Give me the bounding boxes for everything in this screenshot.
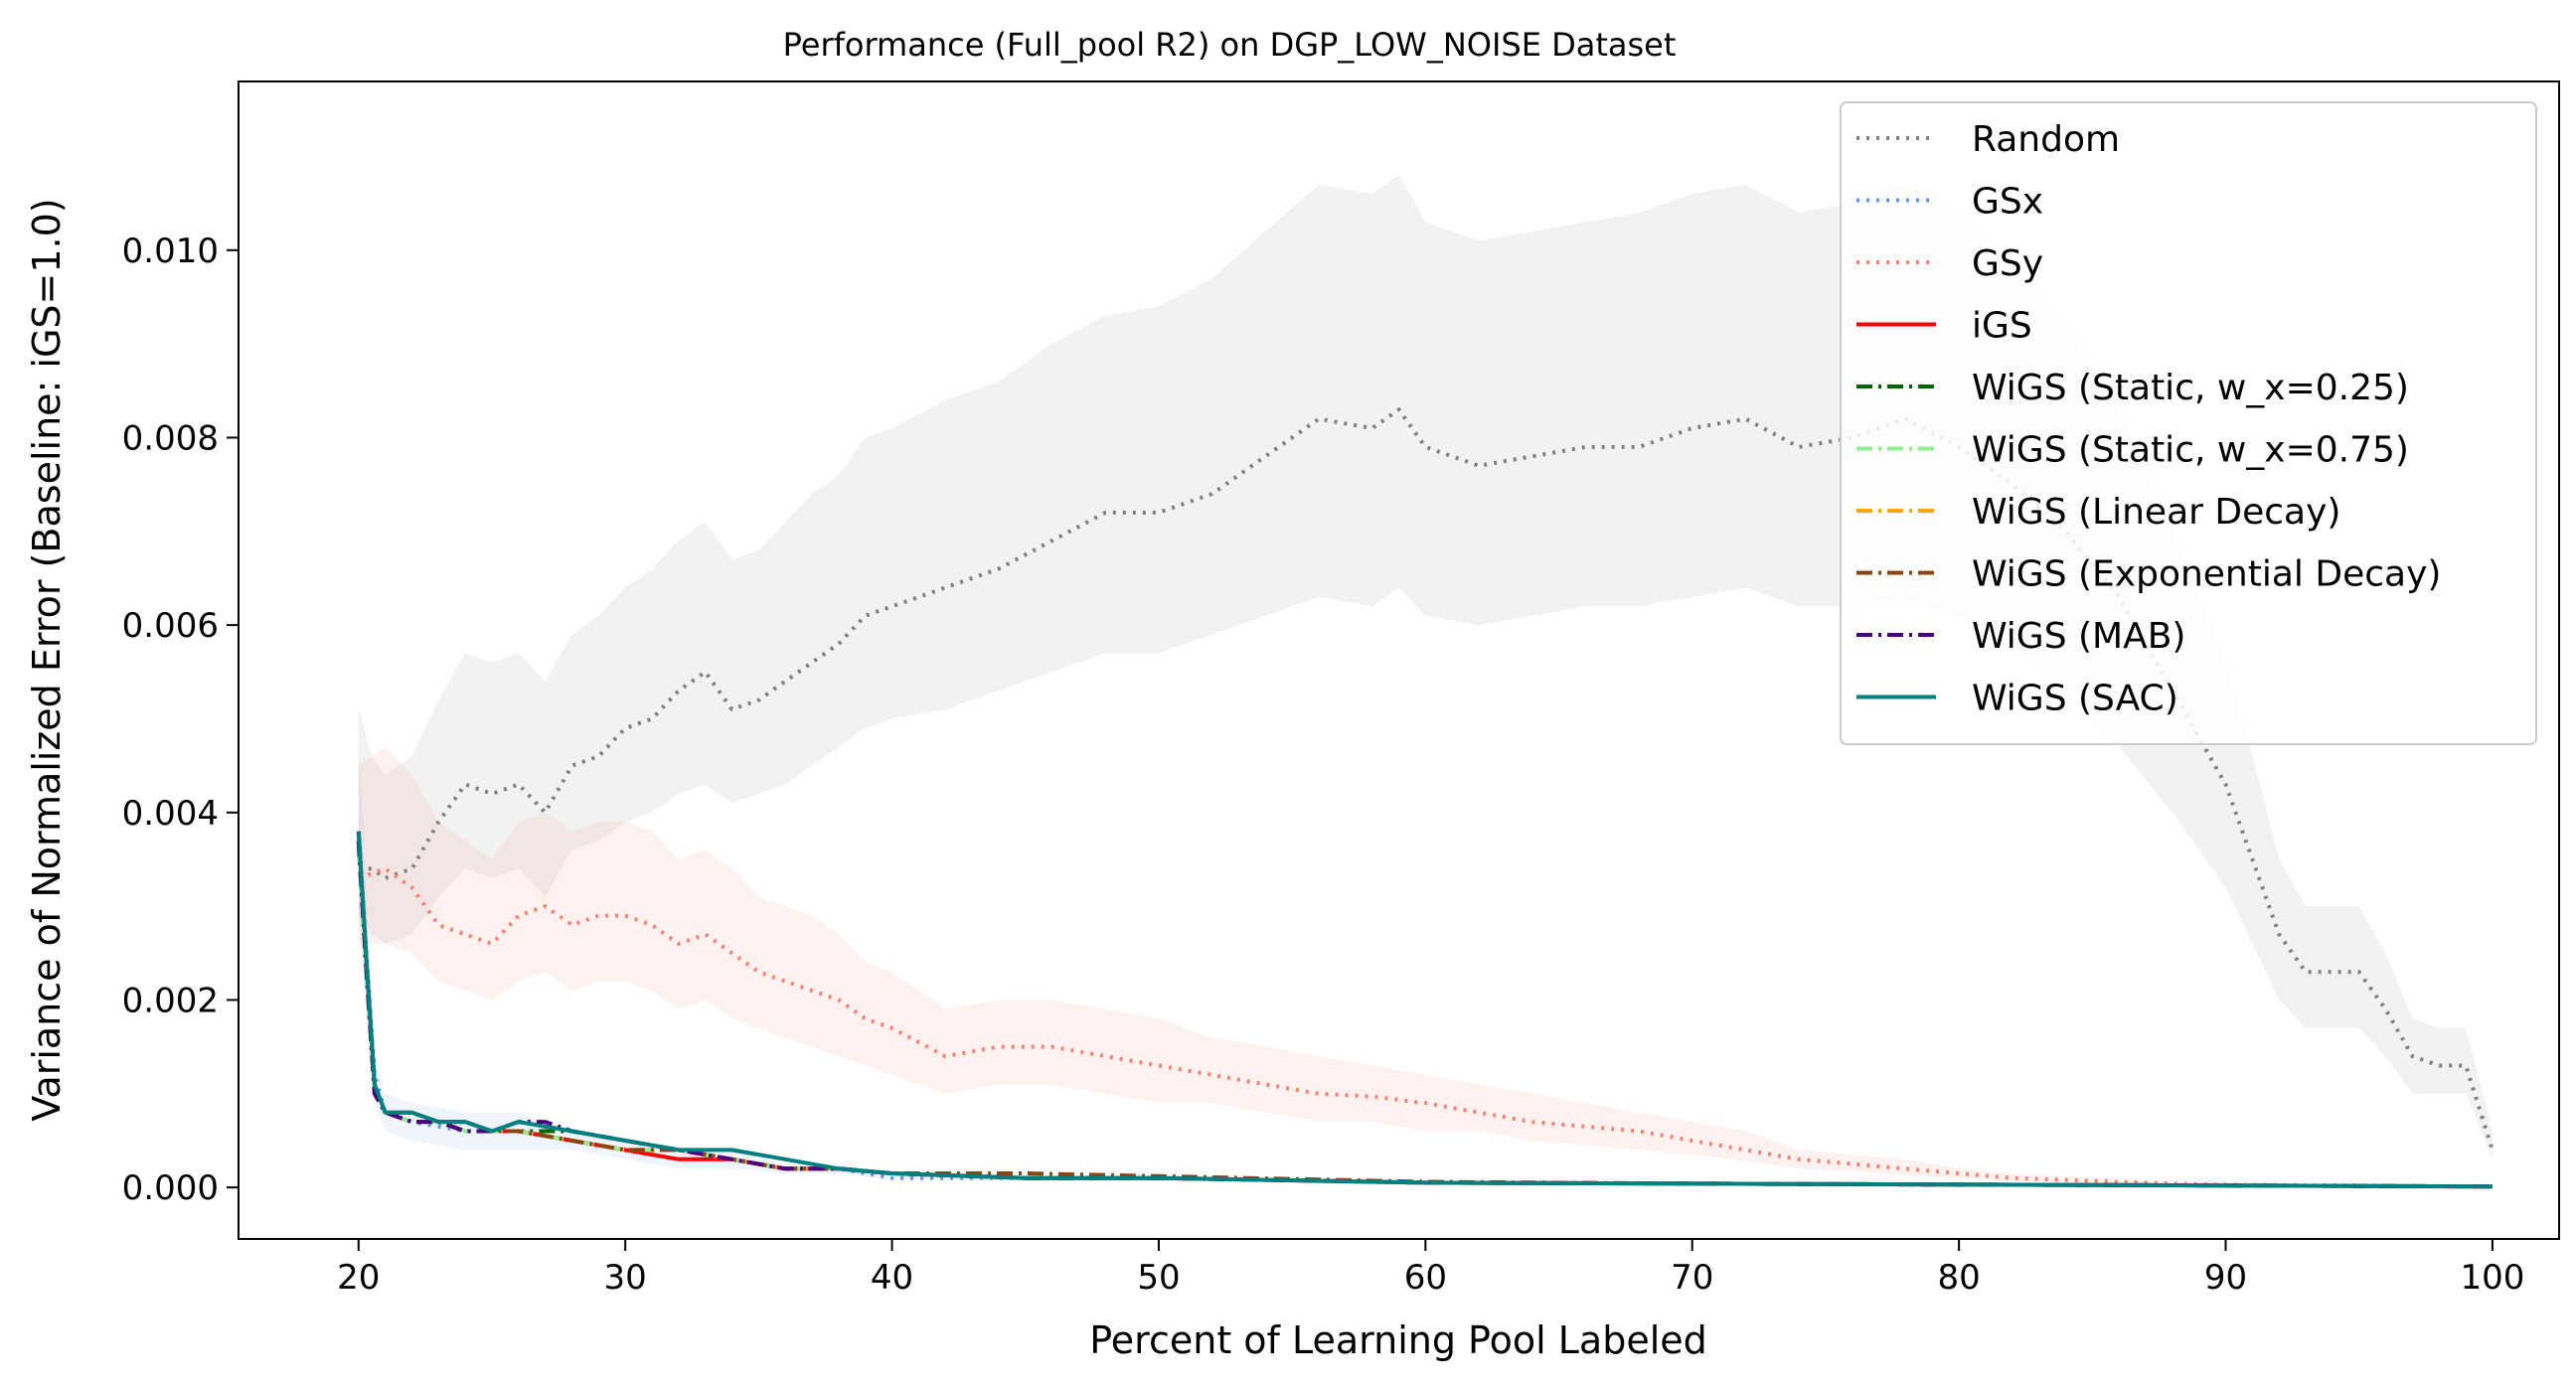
legend-label-wigs-exponential-decay: WiGS (Exponential Decay) xyxy=(1972,554,2441,595)
x-tick-label: 20 xyxy=(337,1258,380,1298)
series-line-wigs-sac xyxy=(356,831,2493,1189)
legend-label-gsy: GSy xyxy=(1972,243,2043,284)
y-tick-label: 0.004 xyxy=(122,794,219,834)
y-axis-label: Variance of Normalized Error (Baseline: … xyxy=(25,198,69,1121)
legend-label-wigs-static-w-x-0-25: WiGS (Static, w_x=0.25) xyxy=(1972,368,2409,408)
y-tick-label: 0.000 xyxy=(122,1168,219,1208)
band-gsx xyxy=(358,746,2493,1188)
plot-frame xyxy=(238,80,2560,1240)
y-tick-label: 0.008 xyxy=(122,418,219,458)
x-tick-label: 30 xyxy=(604,1258,647,1298)
x-axis-label: Percent of Learning Pool Labeled xyxy=(1089,1318,1707,1362)
legend-label-wigs-sac: WiGS (SAC) xyxy=(1972,679,2178,719)
legend-label-gsx: GSx xyxy=(1972,182,2043,223)
legend: Random GSx GSy iGS WiGS (Static, w_x=0.25) Wi… xyxy=(1840,101,2537,745)
x-tick-label: 100 xyxy=(2460,1258,2524,1298)
y-axis-ticks: 0.000 0.002 0.004 0.006 0.008 0.010 xyxy=(122,231,239,1208)
y-tick-label: 0.010 xyxy=(122,231,219,271)
legend-label-igs: iGS xyxy=(1972,306,2032,347)
chart-title: Performance (Full_pool R2) on DGP_LOW_NO… xyxy=(783,26,1677,64)
x-axis-ticks: 20 30 40 50 60 70 80 90 100 xyxy=(337,1239,2524,1298)
legend-label-wigs-linear-decay: WiGS (Linear Decay) xyxy=(1972,492,2340,533)
legend-label-random: Random xyxy=(1972,119,2120,160)
y-tick-label: 0.002 xyxy=(122,981,219,1020)
series-lines xyxy=(356,407,2495,1189)
x-tick-label: 70 xyxy=(1671,1258,1713,1298)
x-tick-label: 60 xyxy=(1404,1258,1447,1298)
x-tick-label: 90 xyxy=(2204,1258,2247,1298)
legend-label-wigs-mab: WiGS (MAB) xyxy=(1972,616,2185,657)
series-line-random xyxy=(358,407,2495,1152)
y-tick-label: 0.006 xyxy=(122,606,219,646)
band-gsy xyxy=(358,746,2493,1188)
x-tick-label: 50 xyxy=(1137,1258,1180,1298)
x-tick-label: 40 xyxy=(871,1258,913,1298)
legend-label-wigs-static-w-x-0-75: WiGS (Static, w_x=0.75) xyxy=(1972,430,2409,471)
x-tick-label: 80 xyxy=(1937,1258,1980,1298)
legend-box xyxy=(1840,101,2537,745)
